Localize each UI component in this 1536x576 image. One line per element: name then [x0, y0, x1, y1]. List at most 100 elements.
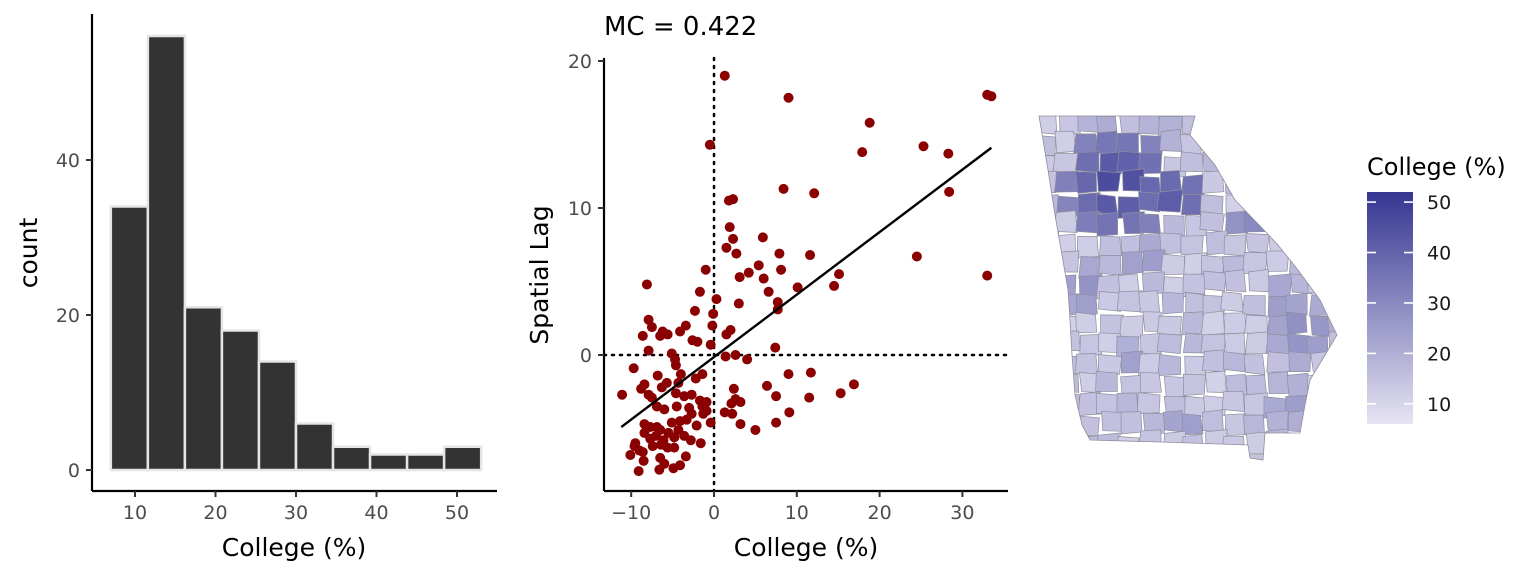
- histogram-y-tick-label: 20: [56, 305, 80, 327]
- scatter-point: [721, 329, 732, 340]
- county-polygon: [1116, 150, 1142, 172]
- county-polygon: [1182, 373, 1206, 396]
- county-polygon: [1306, 192, 1329, 214]
- histogram-y-axis-title: count: [14, 218, 43, 289]
- county-polygon: [1057, 330, 1081, 352]
- county-polygon: [1288, 351, 1312, 372]
- legend-tick-label: 30: [1427, 293, 1451, 315]
- scatter-point: [705, 339, 716, 350]
- county-polygon: [1220, 291, 1244, 313]
- county-polygon: [1120, 411, 1143, 435]
- county-polygon: [1122, 211, 1145, 234]
- legend-colorbar: [1367, 192, 1413, 424]
- county-polygon: [1309, 250, 1336, 272]
- county-polygon: [1075, 353, 1099, 375]
- county-polygon: [1266, 351, 1291, 373]
- scatter-point: [805, 367, 816, 378]
- scatter-point: [805, 250, 816, 261]
- county-polygon: [1159, 451, 1182, 460]
- county-polygon: [1285, 311, 1308, 335]
- scatter-point: [758, 273, 769, 284]
- county-polygon: [1162, 410, 1185, 433]
- scatter-point: [763, 286, 774, 297]
- histogram-x-tick-label: 40: [364, 502, 388, 524]
- scatter-point: [637, 447, 648, 458]
- scatter-x-tick-label: 10: [785, 502, 809, 524]
- scatter-point: [705, 417, 716, 428]
- legend-ticks: 10 20 30 40 50: [1367, 192, 1451, 416]
- scatter-point: [771, 391, 782, 402]
- county-polygon: [1053, 415, 1077, 437]
- county-polygon: [1328, 116, 1337, 135]
- scatter-point: [670, 360, 681, 371]
- scatter-point: [643, 345, 654, 356]
- scatter-point: [804, 392, 815, 403]
- county-polygon: [1269, 133, 1292, 155]
- scatter-point: [656, 382, 667, 393]
- scatter-point: [784, 407, 795, 418]
- county-polygon: [1039, 435, 1058, 458]
- county-polygon: [1243, 354, 1266, 375]
- county-polygon: [1116, 449, 1139, 460]
- scatter-x-tick-label: −10: [611, 502, 651, 524]
- county-polygon: [1039, 252, 1056, 278]
- histogram-bars: [109, 34, 483, 472]
- scatter-point: [655, 330, 666, 341]
- scatter-plot-title: MC = 0.422: [604, 12, 757, 42]
- county-polygon: [1139, 213, 1161, 235]
- histogram-bar-4: [257, 360, 298, 472]
- histogram-bar-3: [220, 329, 261, 472]
- county-polygon: [1243, 174, 1267, 198]
- scatter-point: [857, 147, 868, 158]
- scatter-point: [711, 294, 722, 305]
- scatter-point: [685, 435, 696, 446]
- county-polygon: [1245, 154, 1268, 175]
- scatter-point: [704, 139, 715, 150]
- scatter-reference-lines: [602, 56, 1010, 493]
- scatter-point: [669, 442, 680, 453]
- county-polygon: [1140, 371, 1162, 394]
- county-polygon: [1136, 392, 1161, 415]
- county-polygon: [1290, 190, 1313, 213]
- county-polygon: [1119, 116, 1141, 135]
- county-polygon: [1054, 130, 1077, 154]
- histogram-axes: 10 20 30 40 50 0 20 40: [56, 14, 497, 524]
- scatter-point: [943, 148, 954, 159]
- scatter-point: [675, 326, 686, 337]
- county-polygon: [1284, 210, 1307, 235]
- scatter-point: [659, 404, 670, 415]
- scatter-y-tick-label: 0: [580, 345, 592, 367]
- scatter-point: [638, 455, 649, 466]
- scatter-point: [679, 391, 690, 402]
- legend-tick-label: 40: [1427, 243, 1451, 265]
- county-polygon: [1310, 350, 1333, 374]
- scatter-point: [723, 195, 734, 206]
- county-polygon: [1309, 294, 1335, 317]
- scatter-point: [742, 354, 753, 365]
- county-polygon: [1179, 151, 1204, 173]
- scatter-point: [743, 267, 754, 278]
- county-polygon: [1181, 311, 1205, 336]
- color-legend: College (%) 10 20 30 40 50: [1367, 153, 1506, 424]
- legend-title: College (%): [1367, 153, 1506, 181]
- scatter-x-tick-label: 20: [868, 502, 892, 524]
- choropleth-map-panel: [1038, 115, 1338, 461]
- scatter-point: [673, 424, 684, 435]
- county-polygon: [1265, 428, 1289, 452]
- county-polygon: [1095, 371, 1118, 392]
- histogram-bar-8: [405, 453, 446, 472]
- scatter-point: [647, 441, 658, 452]
- county-polygon: [1099, 235, 1122, 259]
- scatter-point: [708, 308, 719, 319]
- scatter-point: [792, 282, 803, 293]
- county-polygon: [1325, 413, 1337, 435]
- scatter-point: [719, 407, 730, 418]
- county-polygon: [1156, 315, 1182, 337]
- county-polygon: [1096, 170, 1121, 192]
- county-polygon: [1138, 191, 1162, 213]
- county-polygon: [1094, 130, 1119, 154]
- county-polygon: [1329, 391, 1337, 417]
- county-polygon: [1329, 170, 1337, 192]
- county-polygon: [1223, 312, 1247, 335]
- county-polygon: [1138, 290, 1161, 313]
